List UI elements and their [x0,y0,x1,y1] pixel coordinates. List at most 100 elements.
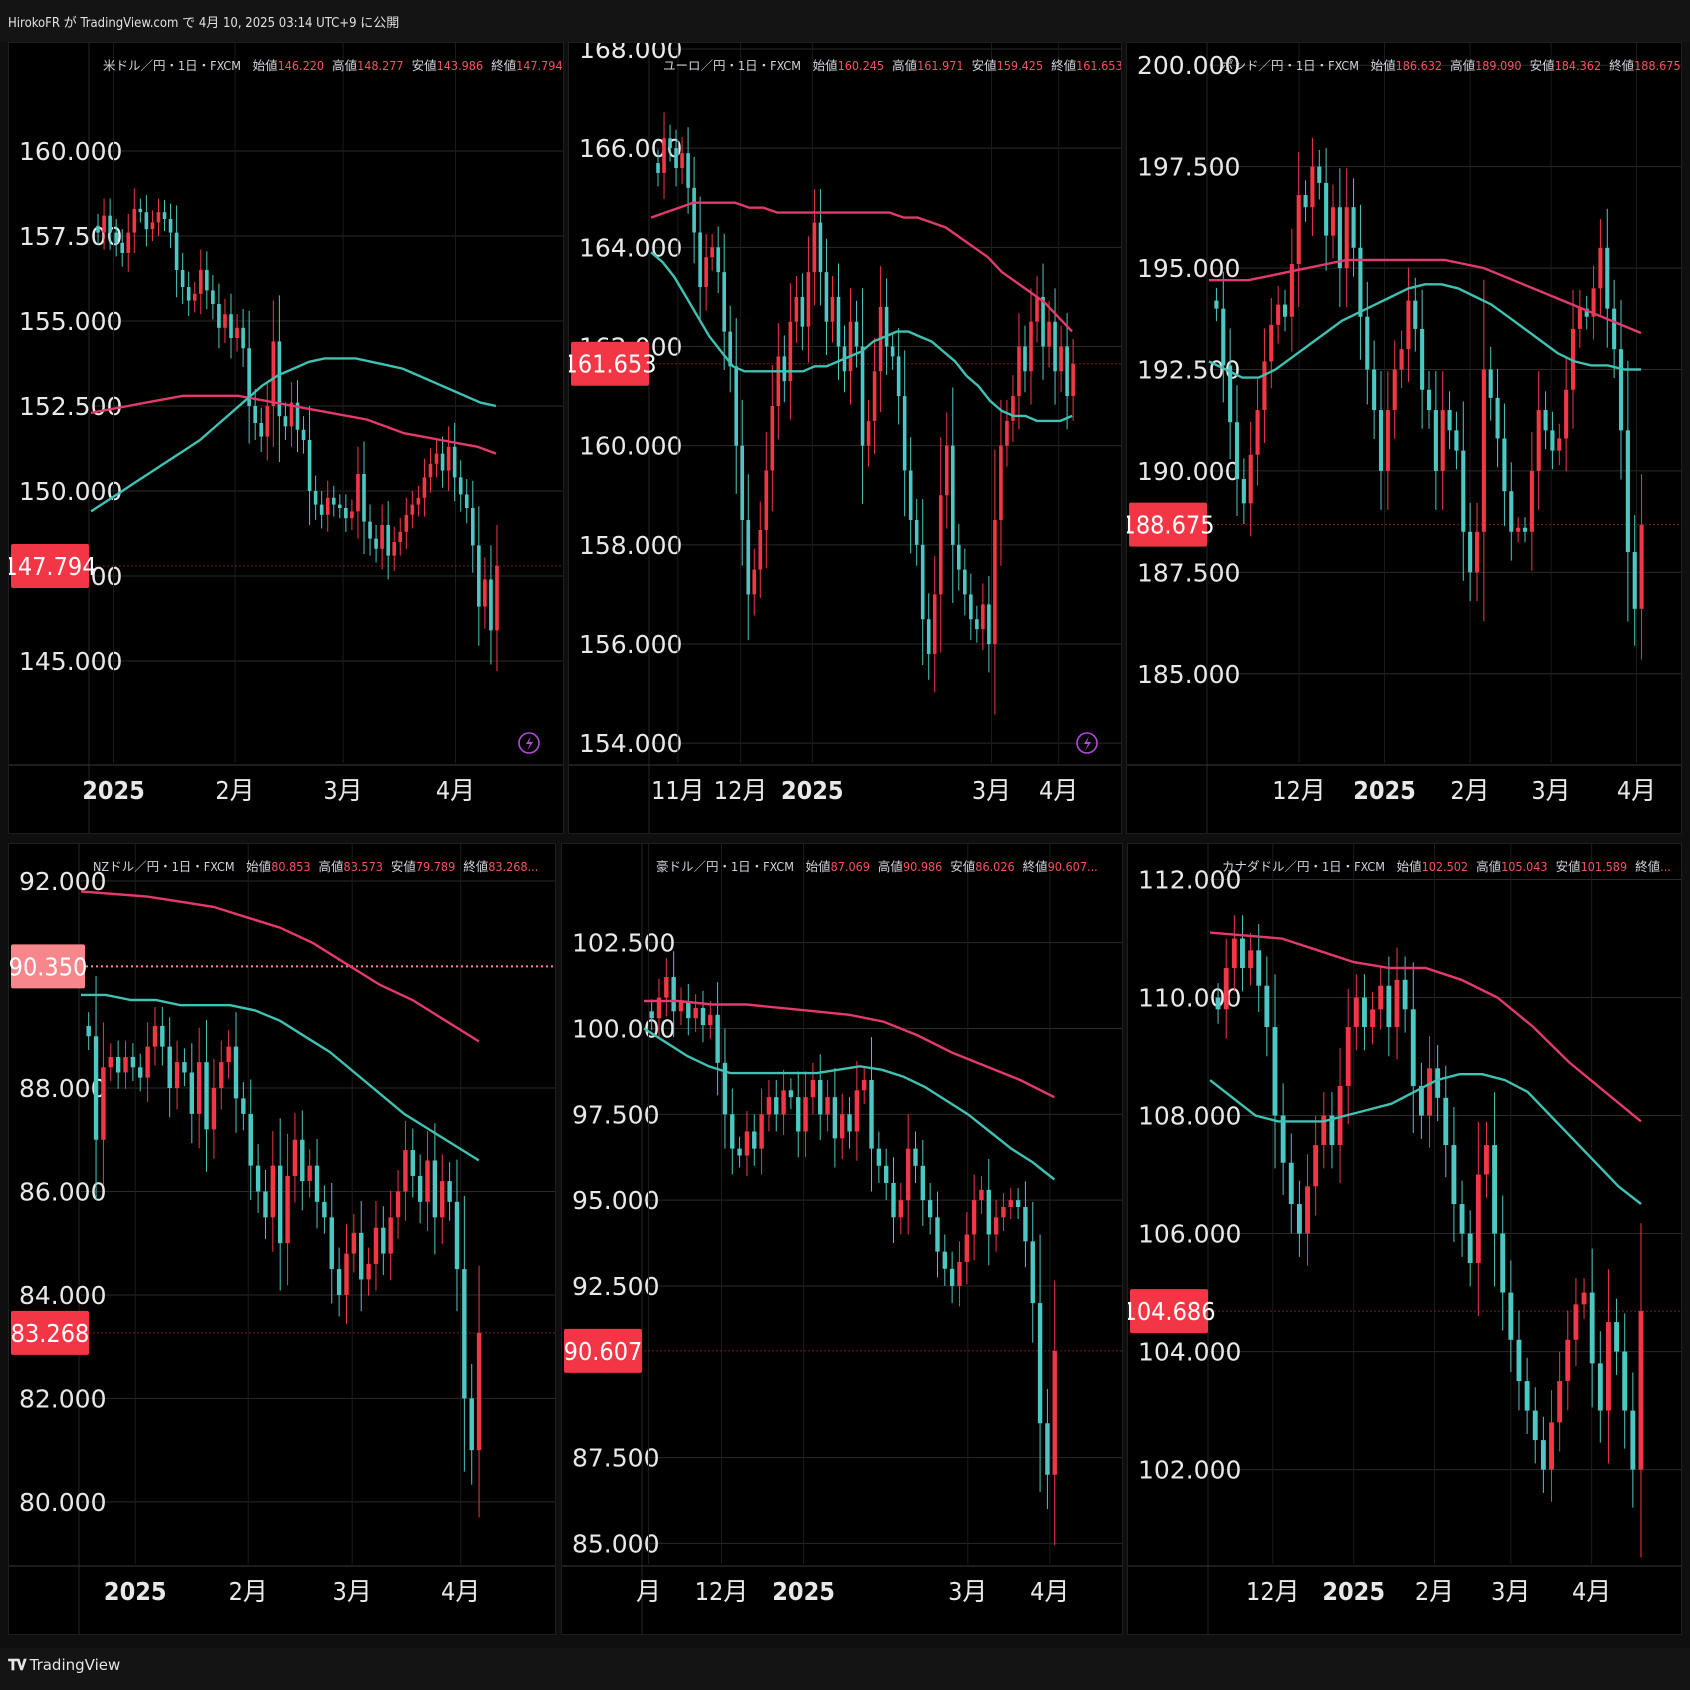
candle [132,188,137,254]
series-legend[interactable]: カナダドル／円・1日・FXCM 始値102.502 高値105.043 安値101.… [1222,856,1671,875]
candle [351,1213,357,1273]
series-legend[interactable]: ポンド／円・1日・FXCM 始値186.632 高値189.090 安値184.36… [1221,55,1681,74]
chart-panel-audjpy[interactable]: 85.000 87.500 92.500 95.000 97.500 100.000 102… [561,843,1123,1635]
chart-panel-cadjpy[interactable]: 102.000 104.000 106.000 108.000 110.000 112.0… [1127,843,1682,1635]
candle-body [704,257,708,287]
candle-body [986,1189,991,1235]
alert-tag-label: 90.350 [9,952,87,981]
candle-body [664,977,669,998]
candle-body [840,1114,845,1139]
candle-body [1598,247,1603,289]
top-header-bar: HirokoFR が TradingView.com で 4月 10, 2025… [0,0,1690,42]
series-legend[interactable]: 米ドル／円・1日・FXCM 始値146.220 高値148.277 安値143.98… [103,55,563,74]
candle [101,1022,106,1185]
candle-body [1474,531,1480,573]
candle [1296,151,1301,308]
candle [425,1131,430,1232]
candle [752,1114,757,1166]
candle [271,300,276,447]
legend-high-label: 高値 [892,58,918,73]
y-tick-label: 195.000 [1137,254,1240,283]
candle-body [891,1182,896,1218]
candle [824,238,829,356]
tradingview-logo[interactable]: 𝐓𝐕 TradingView [8,1656,120,1674]
x-tick-label: 4月 [441,1577,480,1606]
candle-body [1516,1339,1522,1382]
legend-open-label: 始値 [252,58,278,73]
x-tick-label: 2025 [772,1577,835,1606]
chart-canvas[interactable]: 145.000147.500150.000152.500155.000157.5… [9,43,563,833]
flash-icon[interactable] [1076,732,1098,754]
candle-body [1475,1174,1481,1264]
candle [872,337,877,455]
candle-body [217,304,221,328]
candle-body [489,579,493,631]
candle-body [96,225,100,233]
candle-body [368,521,372,539]
candle-body [259,423,264,437]
candle-body [126,232,131,253]
candle-body [283,416,288,427]
candle [130,1043,136,1082]
legend-open: 146.220 [277,58,325,73]
candle-body [160,1025,165,1047]
candle-body [1509,491,1514,532]
candle [671,951,676,1038]
flash-icon[interactable] [518,732,540,754]
chart-panel-eurjpy[interactable]: 154.000156.000158.000160.000162.000164.0… [568,42,1122,834]
chart-canvas[interactable]: 154.000156.000158.000160.000162.000164.0… [569,43,1121,833]
publish-info: HirokoFR が TradingView.com で 4月 10, 2025… [8,16,400,31]
chart-canvas[interactable]: 102.000104.000106.000108.000110.000112.0… [1128,844,1681,1634]
candle [1337,168,1342,308]
candle-body [1005,420,1009,446]
candle-body [235,327,239,338]
candle [331,485,336,517]
candle-body [247,348,251,406]
chart-panel-nzdjpy[interactable]: 80.000 82.000 84.000 86.000 88.000 92.000 2025… [8,843,556,1635]
candle-body [656,163,660,173]
chart-canvas[interactable]: 185.000187.500190.000192.500195.000197.5… [1127,43,1681,833]
candle [905,1114,911,1235]
legend-open: 186.632 [1395,58,1443,73]
candle [969,573,973,641]
candle-body [1001,1207,1006,1218]
candle-body [770,406,775,471]
candle-body [314,1165,320,1202]
chart-canvas[interactable]: 85.00087.50092.50095.00097.500100.000102… [562,844,1122,1634]
candle [825,1080,830,1132]
candle [1557,1351,1563,1452]
candle [1337,1047,1343,1184]
candle-body [255,1165,261,1192]
y-tick-label: 158.000 [579,531,682,560]
chart-canvas[interactable]: 80.00082.00084.00086.00088.00092.0002025… [9,844,555,1634]
candle-body [381,1227,386,1254]
chart-panel-usdjpy[interactable]: 145.000147.500150.000152.500155.000157.5… [8,42,564,834]
candle [189,1043,195,1144]
candle [860,288,865,504]
y-tick-label: 97.500 [572,1100,659,1129]
candle [848,288,853,405]
chart-panel-gbpjpy[interactable]: 185.000 187.500 190.000 192.500 195.000 197.5… [1126,42,1682,834]
flash-icon-bolt [1084,736,1091,751]
candle [1288,1133,1294,1234]
candle-body [971,1200,977,1235]
candle [1231,915,1237,992]
candle-body [698,232,702,287]
candle [458,460,463,512]
candle [1410,962,1416,1133]
last-price-tag: 188.675 [1127,502,1214,547]
candle [686,983,691,1036]
candle-body [1029,321,1033,372]
candle [226,1030,231,1079]
candle [313,475,318,520]
legend-close: 161.653... [1076,58,1122,73]
series-legend[interactable]: ユーロ／円・1日・FXCM 始値160.245 高値161.971 安値159.42… [663,55,1122,74]
candle-body [949,1268,955,1286]
candle [211,275,215,320]
candle [115,1040,121,1089]
series-legend[interactable]: 豪ドル／円・1日・FXCM 始値87.069 高値90.986 安値86.026 終値… [656,856,1098,875]
candle-body [722,272,726,332]
candle [1344,168,1349,308]
series-legend[interactable]: NZドル／円・1日・FXCM 始値80.853 高値83.573 安値79.789 終… [93,856,538,875]
candle-body [671,977,676,1012]
